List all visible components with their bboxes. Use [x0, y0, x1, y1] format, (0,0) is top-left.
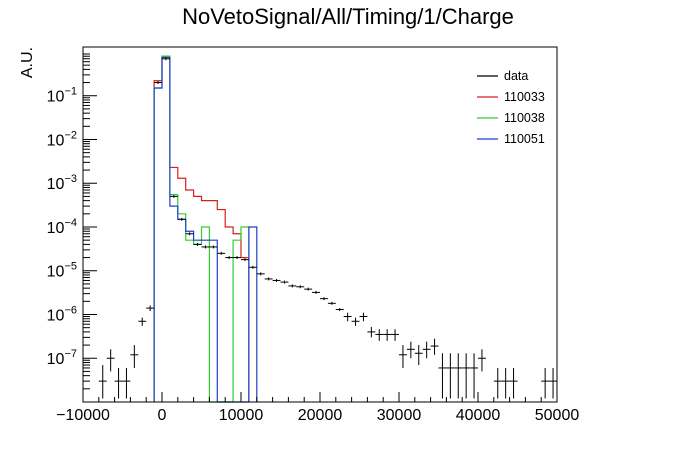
legend-label: 110033	[504, 90, 545, 104]
y-tick-label: 10−7	[47, 348, 77, 368]
data-point	[343, 312, 352, 322]
data-point	[375, 329, 384, 341]
legend: data 110033 110038 110051	[470, 65, 550, 153]
data-point	[446, 353, 455, 399]
data-point	[146, 305, 155, 312]
histogram-bins	[153, 55, 258, 403]
data-point	[114, 367, 123, 399]
data-point	[185, 232, 194, 236]
data-point	[280, 280, 289, 284]
chart-title: NoVetoSignal/All/Timing/1/Charge	[182, 4, 514, 29]
data-point	[138, 317, 147, 326]
data-point	[351, 317, 360, 326]
y-tick-label: 10−6	[47, 304, 77, 324]
legend-entry: 110038	[477, 111, 545, 125]
legend-label: 110051	[504, 132, 545, 146]
data-point	[470, 353, 478, 399]
data-point	[541, 367, 550, 399]
data-point	[304, 287, 313, 291]
legend-box	[470, 65, 550, 153]
data-point	[493, 367, 502, 399]
legend-entry: 110033	[477, 90, 545, 104]
axes: −10000 0 10000 20000 30000 40000 50000 10−7 10−6…	[47, 53, 580, 424]
data-point	[154, 81, 162, 85]
x-tick-label: 20000	[298, 407, 343, 424]
series-110038-histogram	[153, 55, 250, 403]
data-point	[193, 242, 202, 246]
data-point	[217, 251, 226, 255]
legend-label: 110038	[504, 111, 545, 125]
data-point	[201, 245, 210, 249]
data-point	[327, 301, 336, 305]
data-point	[399, 345, 407, 368]
data-point	[359, 312, 368, 322]
data-point	[462, 353, 471, 399]
y-tick-label: 10−3	[47, 173, 77, 193]
data-point	[478, 349, 486, 372]
data-point	[272, 278, 281, 282]
data-point	[430, 338, 439, 355]
data-point	[312, 290, 320, 294]
data-point	[454, 353, 463, 399]
data-point	[98, 365, 107, 399]
data-point	[106, 349, 115, 372]
x-tick-label: 40000	[456, 407, 501, 424]
data-point	[391, 329, 399, 341]
series-110051-histogram	[153, 56, 258, 403]
data-point	[233, 256, 241, 260]
data-point	[177, 217, 186, 221]
y-tick-label: 10−5	[47, 261, 77, 281]
data-point	[414, 345, 423, 366]
data-point	[169, 194, 178, 198]
data-points	[98, 57, 557, 399]
x-tick-label: 0	[158, 407, 167, 424]
data-point	[248, 265, 257, 269]
data-point	[130, 345, 139, 368]
y-axis-label: A.U.	[19, 47, 36, 78]
data-point	[264, 277, 273, 281]
data-point	[422, 341, 431, 359]
y-tick-label: 10−4	[47, 217, 77, 237]
data-point	[549, 367, 557, 399]
y-tick-label: 10−1	[47, 86, 77, 106]
data-point	[288, 284, 297, 288]
x-tick-label: −10000	[56, 407, 110, 424]
data-point	[162, 57, 170, 61]
data-point	[122, 367, 131, 399]
y-tick-label: 10−2	[47, 129, 77, 149]
x-tick-label: 30000	[377, 407, 422, 424]
data-point	[509, 367, 518, 399]
data-point	[335, 308, 344, 312]
data-point	[320, 297, 328, 301]
data-point	[256, 272, 265, 276]
data-point	[225, 256, 234, 260]
data-point	[209, 245, 218, 249]
data-point	[406, 341, 415, 359]
data-point	[501, 367, 510, 399]
data-point	[367, 326, 376, 338]
data-point	[296, 285, 305, 289]
legend-label: data	[504, 69, 528, 83]
x-tick-label: 10000	[219, 407, 264, 424]
data-point	[383, 329, 392, 341]
legend-entry: data	[477, 69, 528, 83]
data-point	[241, 258, 249, 262]
legend-entry: 110051	[477, 132, 545, 146]
x-tick-label: 50000	[535, 407, 580, 424]
data-point	[438, 353, 447, 399]
